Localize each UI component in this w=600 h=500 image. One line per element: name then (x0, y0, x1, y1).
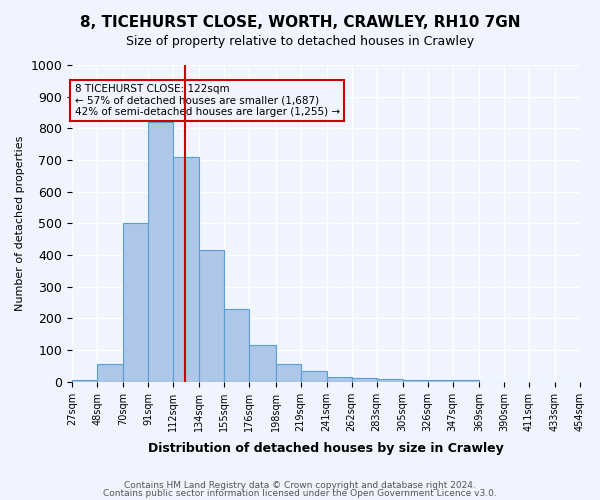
Text: Size of property relative to detached houses in Crawley: Size of property relative to detached ho… (126, 35, 474, 48)
Bar (224, 309, 250, 382)
Text: 8, TICEHURST CLOSE, WORTH, CRAWLEY, RH10 7GN: 8, TICEHURST CLOSE, WORTH, CRAWLEY, RH10… (80, 15, 520, 30)
X-axis label: Distribution of detached houses by size in Crawley: Distribution of detached houses by size … (148, 442, 504, 455)
Text: 8 TICEHURST CLOSE: 122sqm
← 57% of detached houses are smaller (1,687)
42% of se: 8 TICEHURST CLOSE: 122sqm ← 57% of detac… (74, 84, 340, 117)
Text: Contains public sector information licensed under the Open Government Licence v3: Contains public sector information licen… (103, 488, 497, 498)
Bar (377, 378, 403, 382)
Text: Contains HM Land Registry data © Crown copyright and database right 2024.: Contains HM Land Registry data © Crown c… (124, 481, 476, 490)
Bar (428, 380, 453, 382)
Bar (97, 364, 123, 382)
Bar (301, 372, 326, 382)
Bar (453, 380, 479, 382)
Bar (250, 346, 275, 382)
Bar (326, 378, 352, 382)
Y-axis label: Number of detached properties: Number of detached properties (15, 136, 25, 311)
Bar (199, 250, 224, 382)
Bar (148, 122, 173, 382)
Bar (123, 224, 148, 382)
Bar (173, 157, 199, 382)
Bar (72, 380, 97, 382)
Bar (352, 378, 377, 382)
Bar (403, 380, 428, 382)
Bar (275, 364, 301, 382)
